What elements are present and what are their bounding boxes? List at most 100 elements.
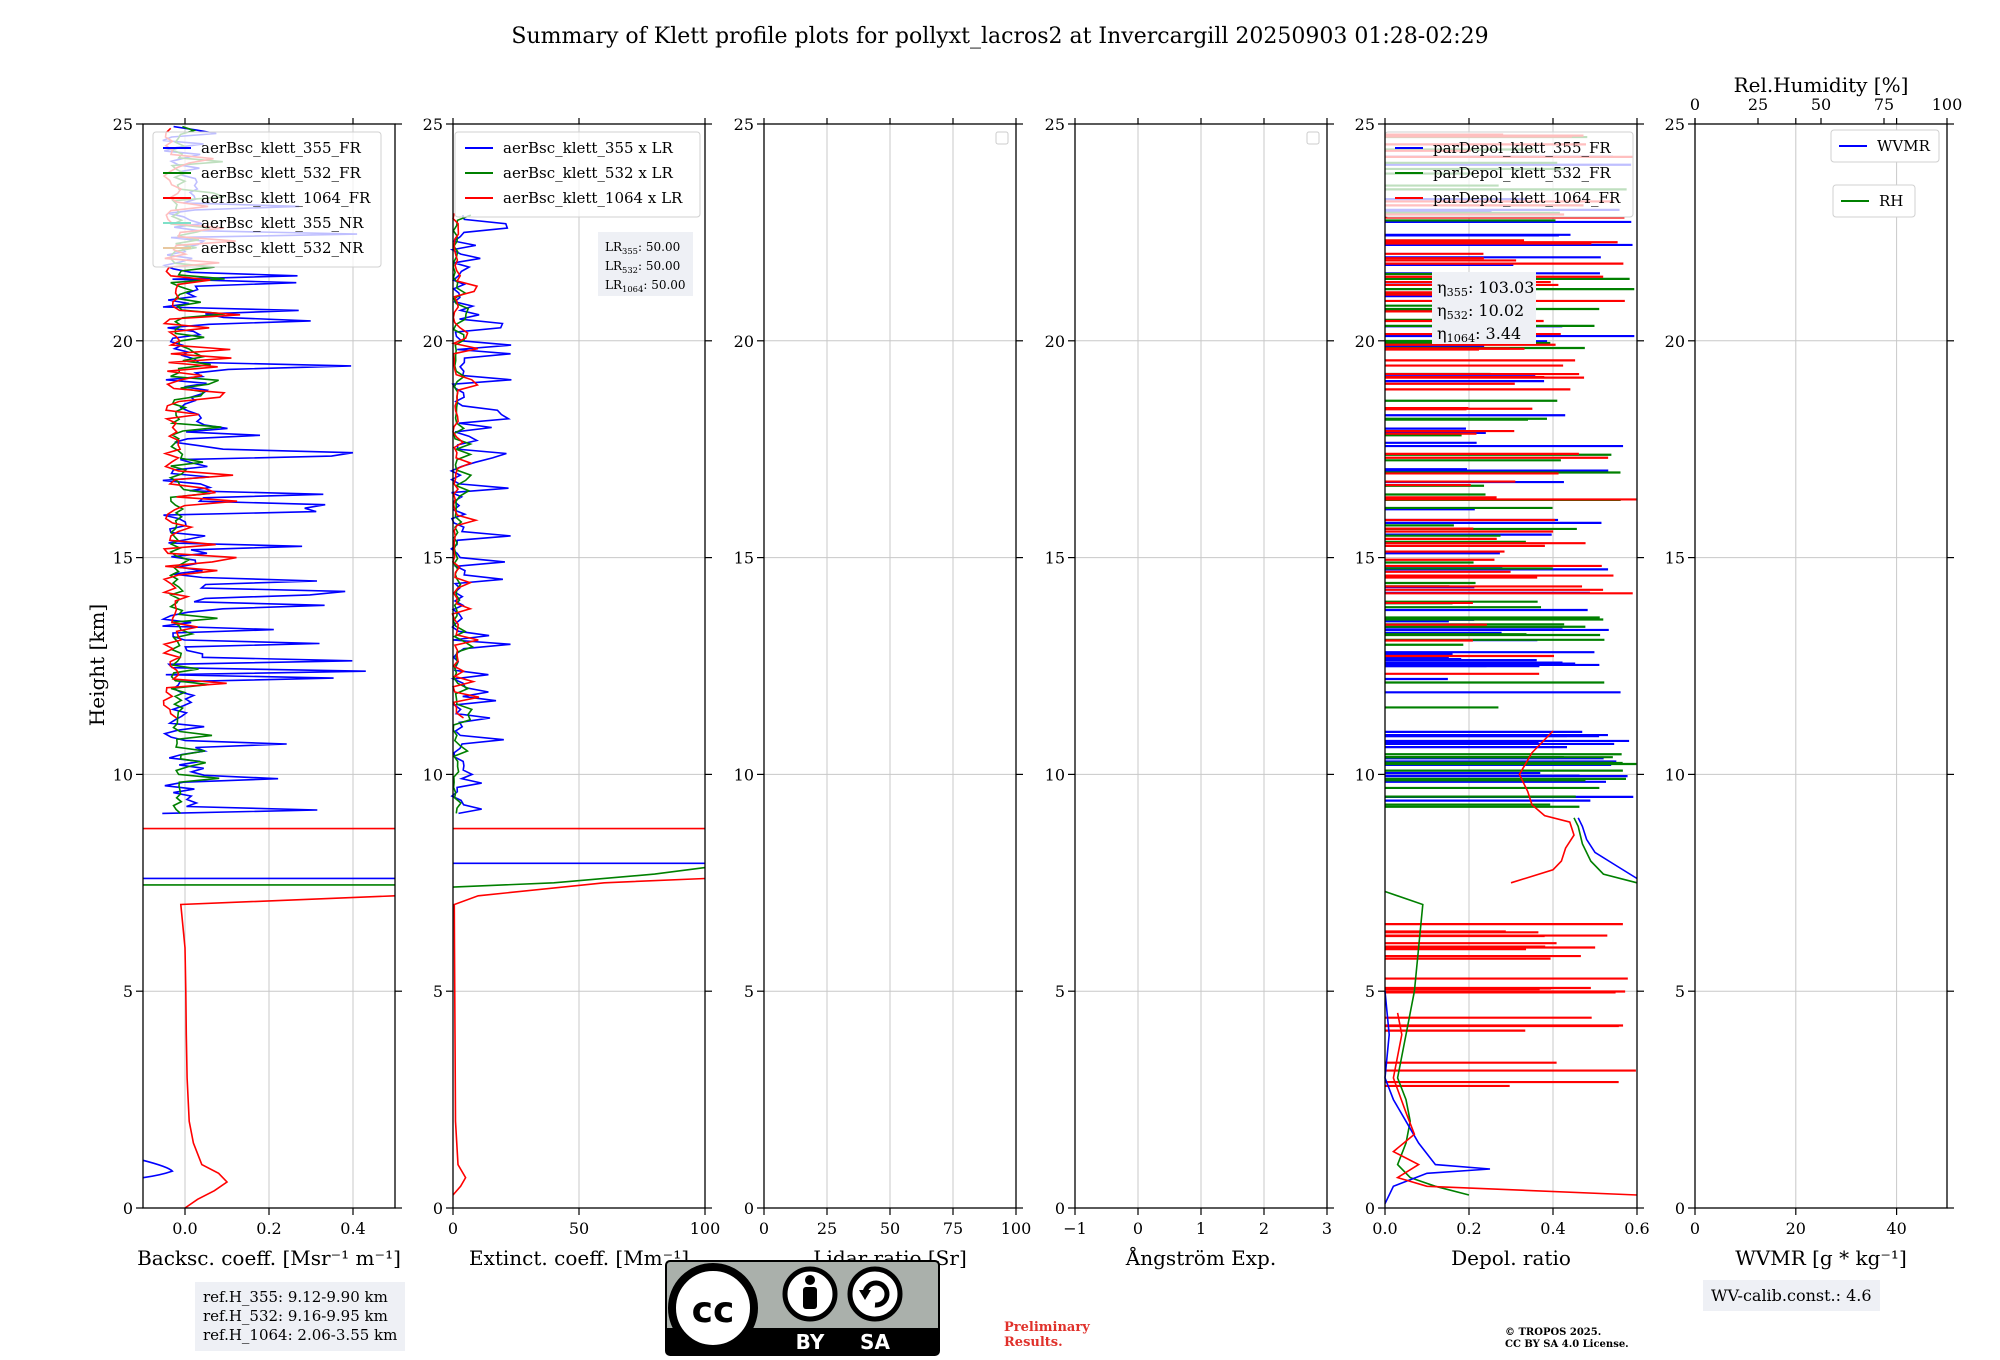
extinction-532-cloud: [452, 866, 706, 888]
depol-legend: parDepol_klett_355_FR parDepol_klett_532_…: [1384, 131, 1634, 218]
preliminary-line-2: Results.: [1004, 1335, 1063, 1350]
angstrom-xlabel: Ångström Exp.: [1125, 1245, 1276, 1270]
depol-legend-label-2: parDepol_klett_1064_FR: [1433, 189, 1621, 207]
depol-ytick-label-1: 5: [1365, 982, 1375, 1001]
extinction-ytick-label-2: 10: [423, 765, 443, 784]
depol-355-profile: [1384, 991, 1491, 1205]
extinction-1064-profile: [452, 877, 706, 1196]
depol-xtick-label-2: 0.4: [1540, 1219, 1565, 1238]
rh-top-tick-label-1: 25: [1748, 95, 1768, 114]
lidar-ratio-box-bg: [598, 232, 693, 296]
preliminary-line-1: Preliminary: [1004, 1320, 1090, 1335]
lidar-ratio-box: LR355: 50.00 LR532: 50.00 LR1064: 50.00: [598, 232, 693, 296]
panel-wvmr: 0 20 40 0 5 10 15 20 25 WVMR [g * kg⁻¹]: [1665, 115, 1954, 1270]
extinction-xtick-label-2: 100: [690, 1219, 721, 1238]
backscatter-legend-frame: [152, 131, 382, 268]
depol-532-profile: [1384, 890, 1470, 1196]
wvmr-xlabel: WVMR [g * kg⁻¹]: [1735, 1246, 1907, 1270]
backscatter-legend-label-4: aerBsc_klett_532_NR: [201, 239, 364, 257]
extinction-ytick-label-1: 5: [433, 982, 443, 1001]
angstrom-xtick-label-3: 2: [1259, 1219, 1269, 1238]
backscatter-legend-label-3: aerBsc_klett_355_NR: [201, 214, 364, 232]
extinction-1064-line: [451, 213, 480, 719]
backscatter-1064-profile: [179, 895, 396, 1209]
depol-1064-cirrus: [1510, 730, 1575, 884]
backscatter-ytick-label-3: 15: [113, 549, 133, 568]
preliminary-results-note: Preliminary Results.: [1004, 1320, 1090, 1350]
backscatter-legend-label-0: aerBsc_klett_355_FR: [201, 139, 361, 157]
lidar-ratio-xtick-label-1: 25: [817, 1219, 837, 1238]
angstrom-ytick-label-3: 15: [1045, 549, 1065, 568]
backscatter-xlabel: Backsc. coeff. [Msr⁻¹ m⁻¹]: [137, 1246, 401, 1270]
copyright-note: © TROPOS 2025. CC BY SA 4.0 License.: [1505, 1327, 1629, 1351]
badge-sa: SA: [860, 1330, 890, 1354]
angstrom-xtick-label-4: 3: [1322, 1219, 1332, 1238]
backscatter-legend: aerBsc_klett_355_FR aerBsc_klett_532_FRae…: [152, 131, 382, 268]
depol-ytick-label-0: 0: [1365, 1199, 1375, 1218]
depol-355-cirrus: [1577, 817, 1638, 880]
extinction-ytick-label-0: 0: [433, 1199, 443, 1218]
backscatter-legend-label-1: aerBsc_klett_532_FR: [201, 164, 361, 182]
backscatter-ytick-label-5: 25: [113, 115, 133, 134]
wvmr-ytick-label-1: 5: [1675, 982, 1685, 1001]
depol-355-segments: [1385, 155, 1635, 694]
wvmr-legend-frame: [1830, 129, 1940, 163]
backscatter-ytick-label-0: 0: [123, 1199, 133, 1218]
rh-top-tick-label-3: 75: [1874, 95, 1894, 114]
eta-box-bg: [1432, 272, 1536, 344]
lidar-ratio-empty-legend: [995, 131, 1009, 145]
depol-ytick-label-3: 15: [1355, 549, 1375, 568]
lidar-ratio-xtick-label-3: 75: [943, 1219, 963, 1238]
lidar-ratio-355: LR355: 50.00: [605, 240, 680, 256]
wvmr-ytick-label-4: 20: [1665, 332, 1685, 351]
cc-by-sa-badge: cc BY SA: [665, 1260, 940, 1356]
angstrom-ytick-label-4: 20: [1045, 332, 1065, 351]
extinction-1064: [451, 213, 480, 719]
depol-1064-lower-segments: [1385, 923, 1636, 1088]
extinction-ytick-label-3: 15: [423, 549, 443, 568]
extinction-legend-frame: [454, 131, 701, 218]
wvmr-ytick-label-3: 15: [1665, 549, 1685, 568]
rh-top-tick-label-4: 100: [1932, 95, 1963, 114]
wv-calibration-box: WV-calib.const.: 4.6: [1703, 1280, 1880, 1311]
extinction-legend-label-2: aerBsc_klett_1064 x LR: [503, 189, 683, 207]
badge-by: BY: [796, 1330, 825, 1354]
backscatter-ytick-label-1: 5: [123, 982, 133, 1001]
depol-532-lower-segments: [1385, 753, 1637, 808]
extinction-ytick-label-5: 25: [423, 115, 443, 134]
lidar-ratio-ytick-label-2: 10: [734, 765, 754, 784]
lidar-ratio-ytick-label-3: 15: [734, 549, 754, 568]
rh-top-tick-label-2: 50: [1811, 95, 1831, 114]
wvmr-xtick-label-0: 0: [1690, 1219, 1700, 1238]
lidar-ratio-ytick-label-4: 20: [734, 332, 754, 351]
share-alike-icon: [847, 1266, 903, 1322]
wvmr-xtick-label-2: 40: [1886, 1219, 1906, 1238]
depol-xtick-label-3: 0.6: [1624, 1219, 1649, 1238]
depol-355-lower-segments: [1385, 730, 1634, 802]
extinction-532-line: [452, 214, 475, 814]
depol-ytick-label-4: 20: [1355, 332, 1375, 351]
depol-frame: [1384, 123, 1638, 1209]
cc-icon: [668, 1263, 758, 1353]
backscatter-355-nearfield: [142, 1159, 174, 1179]
backscatter-xtick-label-2: 0.4: [340, 1219, 365, 1238]
lidar-ratio-1064: LR1064: 50.00: [605, 278, 686, 294]
angstrom-xtick-label-0: −1: [1063, 1219, 1087, 1238]
extinction-ytick-label-4: 20: [423, 332, 443, 351]
backscatter-frame: [142, 123, 396, 1209]
rh-top-tick-label-0: 0: [1690, 95, 1700, 114]
extinction-xlabel: Extinct. coeff. [Mm⁻¹]: [469, 1246, 689, 1270]
lidar-ratio-ytick-label-0: 0: [744, 1199, 754, 1218]
lidar-ratio-xtick-label-2: 50: [880, 1219, 900, 1238]
extinction-frame: [452, 123, 706, 1209]
extinction-legend: aerBsc_klett_355 x LR aerBsc_klett_532 x …: [454, 131, 701, 218]
backscatter-ytick-label-2: 10: [113, 765, 133, 784]
svg-text:cc: cc: [692, 1290, 735, 1331]
depol-legend-label-0: parDepol_klett_355_FR: [1433, 139, 1611, 157]
angstrom-ytick-label-2: 10: [1045, 765, 1065, 784]
lidar-ratio-ytick-label-5: 25: [734, 115, 754, 134]
extinction-xtick-label-1: 50: [569, 1219, 589, 1238]
depol-xtick-label-1: 0.2: [1456, 1219, 1481, 1238]
extinction-legend-label-0: aerBsc_klett_355 x LR: [503, 139, 674, 157]
